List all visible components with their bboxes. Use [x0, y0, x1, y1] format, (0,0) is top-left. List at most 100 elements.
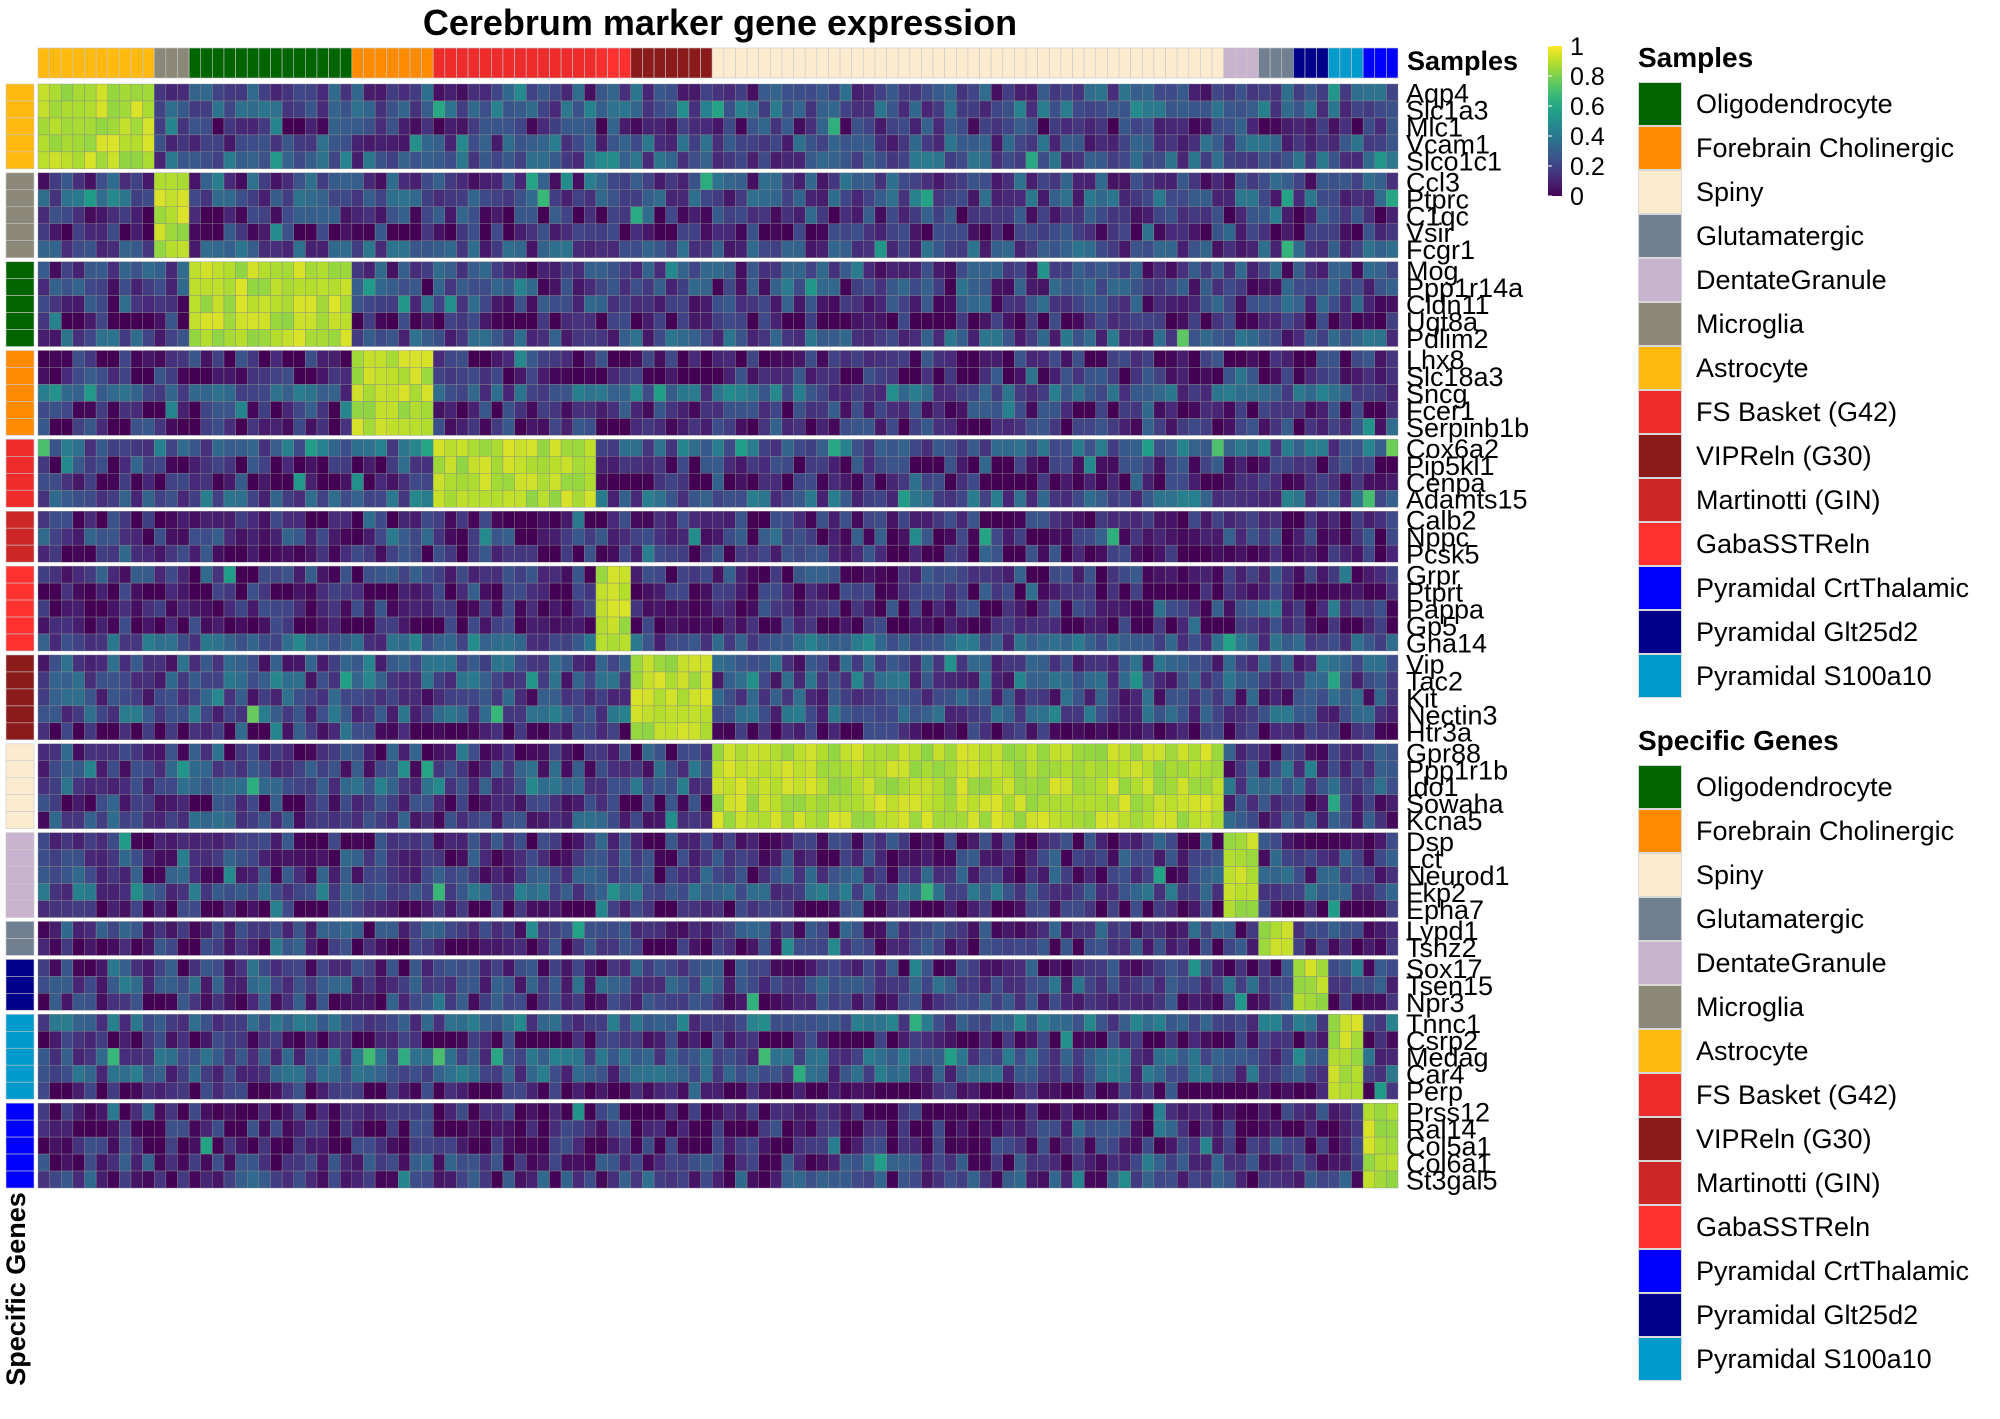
heatmap-cell — [897, 278, 910, 296]
heatmap-cell — [700, 384, 713, 402]
heatmap-cell — [828, 278, 841, 296]
heatmap-cell — [630, 760, 643, 778]
heatmap-cell — [188, 511, 201, 529]
heatmap-cell — [944, 189, 957, 207]
heatmap-cell — [700, 261, 713, 279]
heatmap-cell — [235, 760, 248, 778]
heatmap-cell — [526, 117, 539, 136]
heatmap-cell — [758, 777, 771, 795]
heatmap-cell — [607, 223, 620, 241]
heatmap-cell — [1142, 206, 1155, 224]
heatmap-cell — [223, 206, 236, 224]
heatmap-cell — [1362, 490, 1375, 508]
heatmap-cell — [630, 439, 643, 457]
heatmap-cell — [444, 671, 457, 690]
sample-annotation-cell — [316, 47, 329, 79]
heatmap-cell — [502, 134, 515, 153]
heatmap-cell — [467, 722, 480, 741]
heatmap-cell — [700, 134, 713, 153]
heatmap-cell — [537, 722, 550, 741]
heatmap-cell — [1083, 760, 1096, 778]
heatmap-cell — [921, 134, 934, 153]
heatmap-cell — [874, 777, 887, 795]
heatmap-cell — [1304, 134, 1317, 153]
heatmap-cell — [223, 527, 236, 546]
heatmap-cell — [979, 654, 992, 673]
heatmap-cell — [804, 599, 818, 618]
heatmap-cell — [293, 261, 306, 279]
heatmap-cell — [1351, 439, 1364, 457]
heatmap-cell — [374, 743, 387, 761]
heatmap-cell — [61, 616, 74, 635]
heatmap-cell — [839, 350, 852, 368]
heatmap-cell — [1339, 565, 1352, 584]
heatmap-cell — [607, 384, 620, 402]
heatmap-cell — [142, 473, 155, 491]
heatmap-cell — [37, 633, 50, 652]
heatmap-cell — [1014, 527, 1027, 546]
heatmap-cell — [967, 794, 980, 812]
heatmap-cell — [1118, 794, 1131, 812]
heatmap-cell — [212, 511, 225, 529]
heatmap-cell — [1351, 688, 1364, 707]
heatmap-cell — [932, 654, 945, 673]
heatmap-cell — [1083, 456, 1096, 474]
heatmap-cell — [363, 490, 376, 508]
heatmap-cell — [1223, 367, 1236, 385]
heatmap-cell — [863, 384, 876, 402]
heatmap-cell — [956, 527, 969, 546]
heatmap-cell — [979, 206, 992, 224]
heatmap-cell — [967, 760, 980, 778]
heatmap-cell — [1188, 616, 1201, 635]
heatmap-cell — [1200, 565, 1213, 584]
heatmap-cell — [723, 223, 736, 241]
heatmap-cell — [1049, 527, 1062, 546]
heatmap-cell — [839, 760, 852, 778]
heatmap-cell — [270, 261, 283, 279]
heatmap-cell — [72, 134, 85, 153]
heatmap-cell — [502, 384, 515, 402]
heatmap-cell — [491, 329, 504, 347]
heatmap-cell — [281, 671, 294, 690]
heatmap-cell — [467, 743, 480, 761]
heatmap-cell — [828, 582, 841, 601]
heatmap-cell — [1130, 671, 1143, 690]
heatmap-cell — [711, 722, 725, 741]
heatmap-cell — [444, 722, 457, 741]
heatmap-cell — [142, 240, 155, 258]
heatmap-cell — [107, 367, 120, 385]
heatmap-cell — [479, 172, 492, 191]
heatmap-cell — [1339, 473, 1352, 491]
heatmap-cell — [735, 473, 748, 491]
heatmap-cell — [1118, 295, 1131, 313]
heatmap-cell — [1188, 582, 1201, 601]
heatmap-cell — [653, 811, 666, 829]
heatmap-cell — [49, 633, 62, 652]
heatmap-cell — [688, 565, 701, 584]
heatmap-cell — [956, 582, 969, 601]
heatmap-cell — [595, 616, 608, 635]
heatmap-cell — [1014, 295, 1027, 313]
heatmap-cell — [142, 705, 155, 724]
heatmap-cell — [1037, 794, 1050, 812]
heatmap-cell — [1095, 473, 1108, 491]
heatmap-cell — [1049, 223, 1062, 241]
heatmap-cell — [433, 616, 446, 635]
heatmap-cell — [293, 688, 306, 707]
heatmap-cell — [502, 688, 515, 707]
heatmap-cell — [549, 312, 562, 330]
heatmap-cell — [1293, 777, 1306, 795]
heatmap-cell — [177, 151, 190, 170]
heatmap-cell — [467, 117, 480, 136]
heatmap-cell — [1002, 439, 1015, 457]
heatmap-cell — [560, 565, 573, 584]
heatmap-cell — [270, 83, 283, 102]
heatmap-cell — [1223, 565, 1236, 584]
heatmap-cell — [165, 777, 178, 795]
heatmap-cell — [863, 565, 876, 584]
heatmap-cell — [107, 312, 120, 330]
heatmap-cell — [1118, 722, 1131, 741]
heatmap-cell — [711, 705, 725, 724]
heatmap-cell — [514, 117, 527, 136]
heatmap-cell — [944, 688, 957, 707]
